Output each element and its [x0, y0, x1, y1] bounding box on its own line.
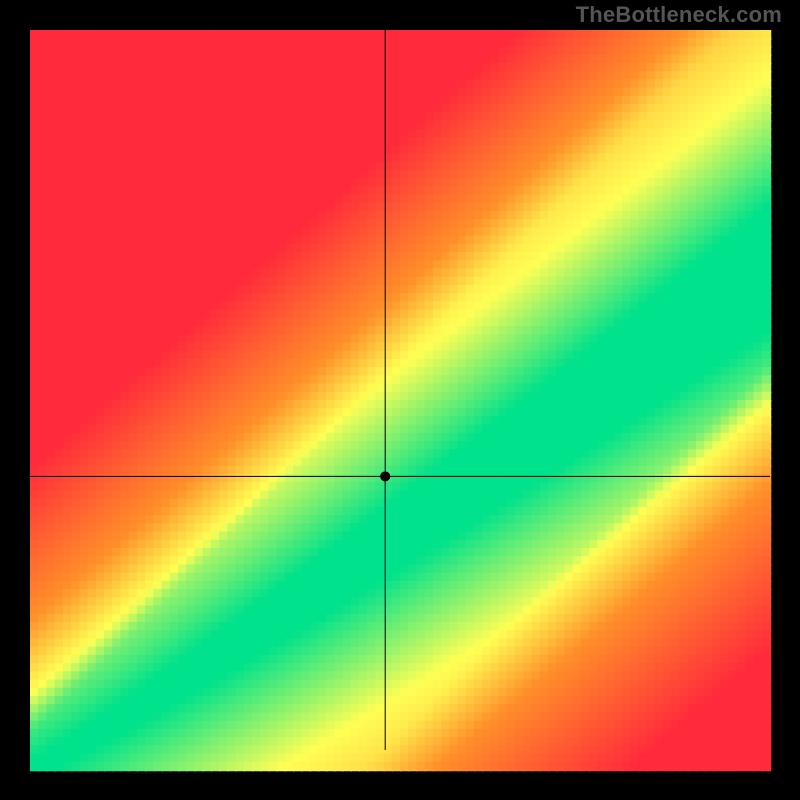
watermark-text: TheBottleneck.com — [576, 2, 782, 28]
chart-container: TheBottleneck.com — [0, 0, 800, 800]
bottleneck-heatmap — [0, 0, 800, 800]
